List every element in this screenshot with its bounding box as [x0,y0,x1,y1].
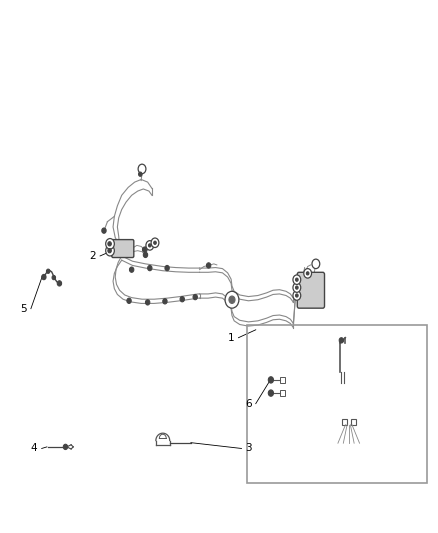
FancyBboxPatch shape [297,272,325,308]
Circle shape [151,238,159,247]
Text: 6: 6 [245,399,251,409]
Circle shape [148,244,151,247]
Circle shape [304,269,311,278]
Bar [280,391,285,395]
Circle shape [180,296,184,302]
Circle shape [138,164,146,174]
Circle shape [229,296,235,303]
Circle shape [142,247,147,252]
Circle shape [154,241,156,244]
Circle shape [42,274,46,280]
Circle shape [296,278,298,281]
Circle shape [268,377,273,383]
Circle shape [163,298,167,304]
Circle shape [143,252,148,257]
Circle shape [106,245,114,256]
Circle shape [293,283,301,292]
Circle shape [296,294,298,297]
Circle shape [148,265,152,271]
Circle shape [293,275,301,285]
Circle shape [106,239,114,249]
Bar [247,325,427,483]
Bar [342,419,347,425]
Circle shape [193,294,198,300]
Bar [351,419,356,425]
Circle shape [138,172,142,176]
Text: 5: 5 [20,304,27,314]
Circle shape [130,267,134,272]
Circle shape [206,263,211,268]
Circle shape [306,272,309,275]
Bar [280,377,285,383]
Circle shape [64,444,67,449]
Circle shape [146,241,154,250]
Circle shape [127,298,131,303]
Circle shape [225,292,239,308]
Circle shape [57,281,62,286]
Circle shape [46,269,50,273]
Circle shape [108,241,111,246]
Circle shape [52,276,56,280]
Circle shape [312,259,320,269]
Circle shape [108,248,111,253]
Circle shape [145,300,150,305]
Circle shape [293,291,301,300]
Circle shape [296,286,298,289]
Circle shape [165,265,169,271]
Circle shape [339,338,343,343]
Text: 2: 2 [89,251,96,261]
FancyBboxPatch shape [112,240,134,257]
Text: 4: 4 [31,443,37,454]
Circle shape [268,390,273,396]
Circle shape [102,228,106,233]
Text: 3: 3 [245,443,251,454]
Text: 1: 1 [227,333,234,343]
